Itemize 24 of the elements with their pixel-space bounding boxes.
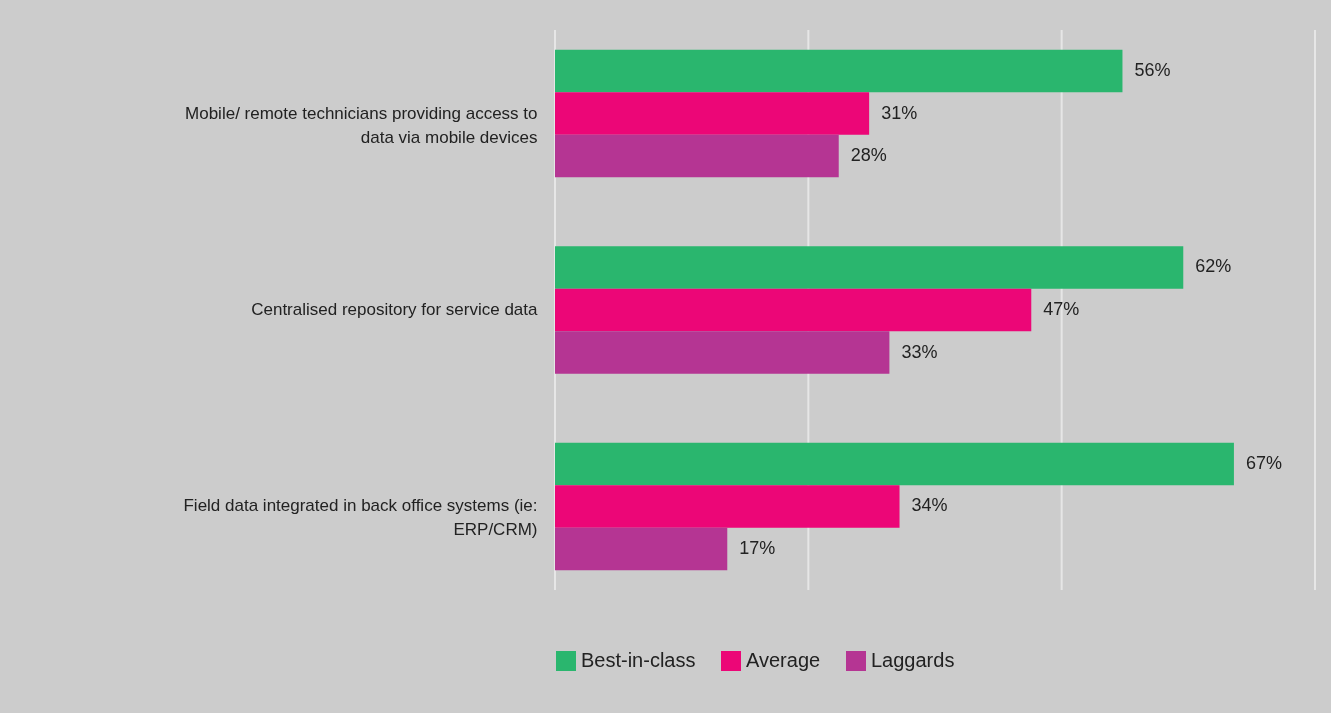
bar: [555, 246, 1184, 289]
data-label: 67%: [1245, 452, 1282, 473]
data-label: 28%: [850, 145, 887, 166]
data-label: 56%: [1134, 59, 1171, 80]
data-label: 17%: [739, 538, 776, 559]
bar: [555, 331, 890, 374]
y-tick-label: Field data integrated in back office systems (ie: ERP/CRM): [183, 496, 538, 540]
data-label: 47%: [1043, 299, 1080, 319]
legend-label: Best-in-class: [581, 649, 696, 671]
y-tick-label: Mobile/ remote technicians providing access to data via mobile devices: [185, 103, 538, 147]
y-tick-label: Centralised repository for service data: [251, 300, 539, 319]
data-label: 62%: [1195, 256, 1232, 277]
bar: [555, 134, 839, 178]
bar: [555, 288, 1032, 332]
data-label: 34%: [911, 495, 948, 516]
bar: [555, 527, 728, 571]
legend-label: Laggards: [871, 649, 955, 671]
data-label: 33%: [901, 341, 938, 362]
data-label: 31%: [881, 102, 918, 123]
legend-label: Average: [746, 649, 821, 671]
bar: [555, 485, 900, 528]
bar: [555, 92, 870, 135]
bar: [555, 49, 1123, 93]
bar: [555, 442, 1234, 486]
